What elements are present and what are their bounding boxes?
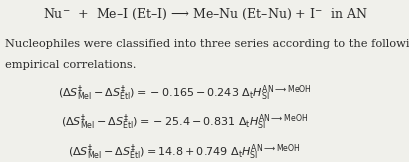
- Text: $(\Delta S^{\ddagger}_{\mathrm{Mel}} - \Delta S^{\ddagger}_{\mathrm{Etl}}) = -0.: $(\Delta S^{\ddagger}_{\mathrm{Mel}} - \…: [57, 84, 311, 104]
- Text: empirical correlations.: empirical correlations.: [5, 60, 136, 70]
- Text: $(\Delta S^{\ddagger}_{\mathrm{Mel}} - \Delta S^{\ddagger}_{\mathrm{Etl}}) = 14.: $(\Delta S^{\ddagger}_{\mathrm{Mel}} - \…: [68, 143, 300, 162]
- Text: Nu$^{-}$  +  Me–I (Et–I) ⟶ Me–Nu (Et–Nu) + I$^{-}$  in AN: Nu$^{-}$ + Me–I (Et–I) ⟶ Me–Nu (Et–Nu) +…: [43, 6, 366, 22]
- Text: Nucleophiles were classified into three series according to the following: Nucleophiles were classified into three …: [5, 39, 409, 49]
- Text: $(\Delta S^{\ddagger}_{\mathrm{Mel}} - \Delta S^{\ddagger}_{\mathrm{Etl}}) = -25: $(\Delta S^{\ddagger}_{\mathrm{Mel}} - \…: [61, 113, 308, 133]
